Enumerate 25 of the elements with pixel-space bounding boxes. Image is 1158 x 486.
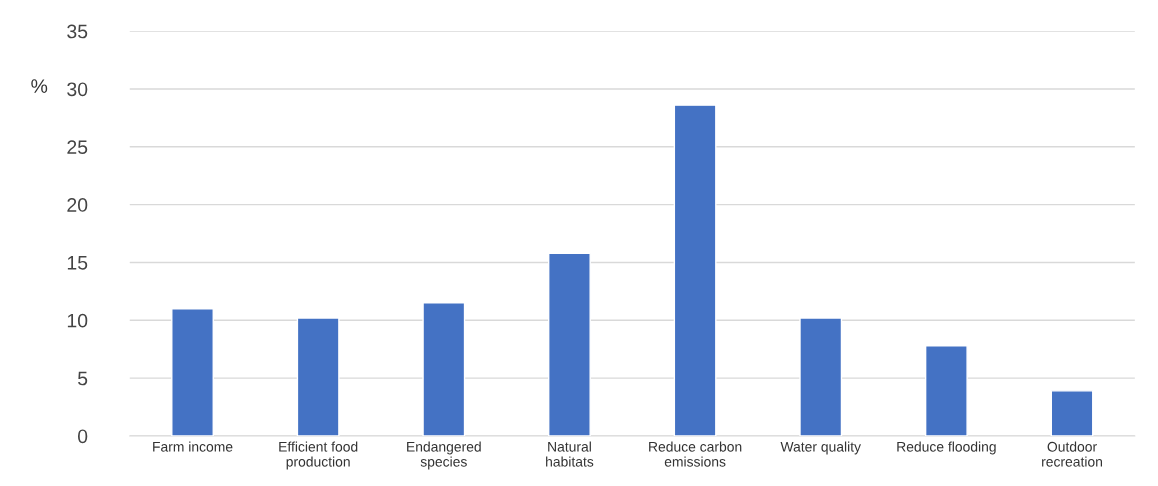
x-tick-label: Endangered species <box>407 441 481 470</box>
y-tick-label: 35 <box>67 24 88 39</box>
bar <box>548 252 591 436</box>
y-tick-label: 20 <box>67 198 88 212</box>
x-tick-label: Water quality <box>780 441 861 455</box>
bar <box>296 317 340 436</box>
y-tick-label: 5 <box>77 371 88 386</box>
y-tick-label: 0 <box>77 429 88 444</box>
bar <box>422 302 466 436</box>
bar <box>673 104 717 436</box>
y-tick-label: 15 <box>67 256 88 270</box>
y-tick-label: 30 <box>67 82 88 97</box>
bar <box>1050 390 1094 436</box>
x-tick-label: Natural habitats <box>546 441 594 467</box>
x-tick-label: Efficient food production <box>279 441 358 470</box>
x-tick-label: Outdoor recreation <box>1042 441 1102 467</box>
y-tick-label: 25 <box>67 140 88 155</box>
bar <box>924 345 968 436</box>
x-tick-label: Farm income <box>153 441 233 452</box>
bar <box>799 317 843 436</box>
y-axis-title: % <box>31 79 48 93</box>
x-tick-label: Reduce carbon emissions <box>649 441 742 467</box>
x-tick-label: Reduce flooding <box>897 441 996 455</box>
y-tick-label: 10 <box>67 313 88 328</box>
bar <box>171 308 214 436</box>
